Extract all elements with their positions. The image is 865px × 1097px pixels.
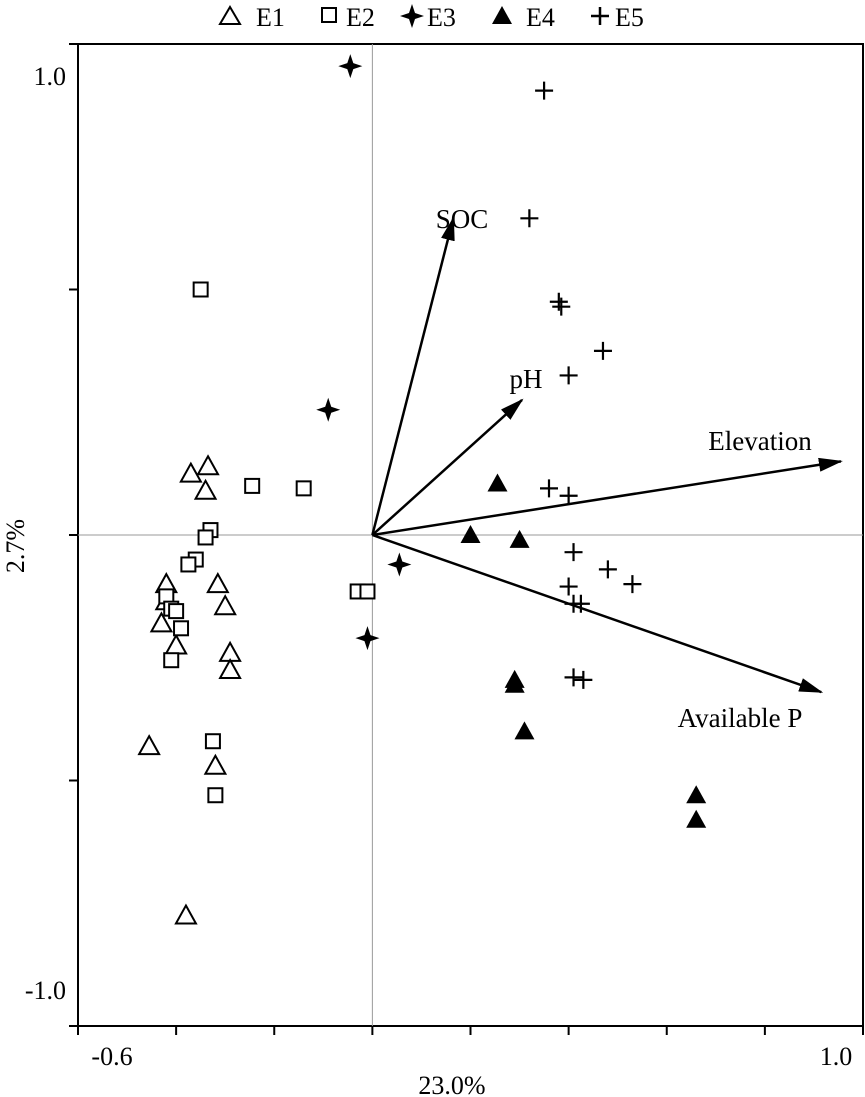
y-tick-label-top: 1.0: [34, 62, 67, 91]
point-e1-0: [179, 461, 203, 483]
point-e5-6: [540, 479, 558, 498]
point-e2-6: [180, 556, 197, 573]
vector-arrow-ph: [371, 398, 524, 536]
point-e5-11: [559, 577, 578, 596]
point-e5-15: [574, 670, 593, 689]
x-axis-title: 23.0%: [418, 1071, 485, 1097]
point-e5-9: [598, 560, 617, 579]
point-e5-5: [559, 366, 578, 385]
point-e3-0: [338, 54, 363, 79]
point-e2-4: [197, 529, 214, 546]
legend-label-e2: E2: [346, 3, 375, 32]
legend-item-e1: E1: [218, 3, 285, 32]
y-axis-title: 2.7%: [1, 519, 30, 573]
filled-star-icon: [400, 4, 424, 28]
point-e2-0: [192, 281, 209, 298]
point-e4-7: [686, 809, 707, 828]
legend: E1 E2 E3 E4 E5: [218, 3, 644, 32]
point-e4-4: [504, 674, 525, 693]
point-e1-12: [203, 753, 228, 775]
legend-label-e3: E3: [427, 3, 456, 32]
point-e2-1: [244, 477, 261, 494]
vector-label-soc: SOC: [436, 204, 489, 234]
point-e1-10: [218, 657, 242, 680]
point-e5-14: [564, 668, 583, 687]
point-e3-1: [316, 397, 341, 422]
axis-ticks: [69, 43, 864, 1035]
point-e1-11: [137, 734, 161, 756]
point-e1-7: [206, 572, 230, 594]
point-e4-0: [487, 473, 508, 492]
point-e2-9: [168, 603, 185, 620]
point-e3-2: [387, 552, 412, 577]
point-e1-4: [149, 611, 174, 633]
vectors: [371, 216, 843, 694]
legend-label-e4: E4: [526, 3, 555, 32]
point-e2-2: [295, 480, 312, 497]
point-e3-3: [355, 626, 380, 651]
point-e5-10: [623, 575, 642, 594]
vector-label-elevation: Elevation: [708, 426, 812, 456]
vector-label-available-p: Available P: [678, 703, 803, 733]
x-tick-label-right: 1.0: [820, 1042, 853, 1071]
open-triangle-icon: [218, 5, 242, 25]
point-e2-15: [359, 583, 376, 600]
vector-label-ph: pH: [510, 364, 543, 394]
point-e1-13: [174, 903, 198, 925]
y-tick-label-bottom: -1.0: [25, 976, 66, 1005]
legend-item-e4: E4: [492, 3, 555, 32]
point-e1-1: [196, 454, 220, 476]
point-e5-7: [559, 486, 578, 505]
points: [137, 54, 707, 925]
point-e5-1: [520, 209, 539, 228]
point-e4-5: [514, 721, 535, 740]
point-e5-13: [571, 594, 590, 613]
point-e1-8: [213, 594, 237, 616]
point-e4-2: [509, 529, 530, 548]
point-e5-8: [564, 543, 583, 562]
point-e1-6: [164, 633, 188, 655]
point-e1-2: [193, 478, 218, 500]
point-e4-1: [460, 525, 481, 543]
point-e4-6: [686, 785, 707, 804]
point-e2-13: [207, 787, 224, 804]
legend-item-e3: E3: [400, 3, 456, 32]
point-e5-2: [549, 292, 568, 311]
point-e5-0: [535, 81, 554, 100]
point-e5-4: [593, 341, 612, 360]
plus-icon: [591, 7, 609, 25]
point-e2-12: [204, 733, 221, 750]
legend-item-e5: E5: [591, 3, 644, 32]
point-e5-3: [552, 297, 571, 316]
legend-item-e2: E2: [321, 3, 375, 32]
vector-arrow-elevation: [372, 457, 843, 537]
vector-arrow-soc: [371, 216, 455, 536]
point-e2-10: [173, 620, 190, 637]
open-square-icon: [321, 7, 337, 23]
vector-arrow-available-p: [371, 533, 824, 694]
filled-triangle-icon: [492, 6, 512, 24]
point-e2-11: [163, 652, 180, 669]
legend-label-e5: E5: [615, 3, 644, 32]
legend-label-e1: E1: [256, 3, 285, 32]
x-tick-label-left: -0.6: [91, 1042, 132, 1071]
